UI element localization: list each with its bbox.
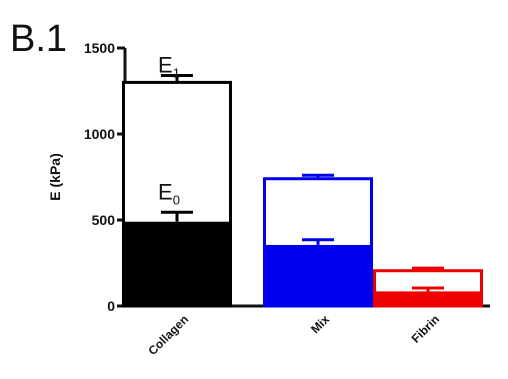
y-tick-label: 1000 [84, 126, 115, 142]
bar-e0-collagen [122, 221, 232, 306]
panel-label: B.1 [10, 18, 68, 60]
x-tick-label-mix: Mix [308, 312, 332, 336]
y-tick-label: 500 [92, 212, 116, 228]
bars [122, 74, 483, 308]
y-tick-label: 1500 [84, 40, 115, 56]
x-tick-label-fibrin: Fibrin [409, 312, 442, 345]
bar-e0-mix [263, 244, 373, 306]
x-tick-label-collagen: Collagen [145, 312, 191, 358]
y-tick-label: 0 [107, 298, 115, 314]
annotation-e1: E1 [158, 52, 180, 80]
y-axis-title: E (kPa) [47, 153, 63, 200]
bar-e0-fibrin [373, 291, 483, 306]
labels: 0 500 1000 1500 E (kPa) Collagen Mix Fibrin E1 E0 [47, 40, 442, 358]
annotation-e0: E0 [158, 180, 180, 208]
